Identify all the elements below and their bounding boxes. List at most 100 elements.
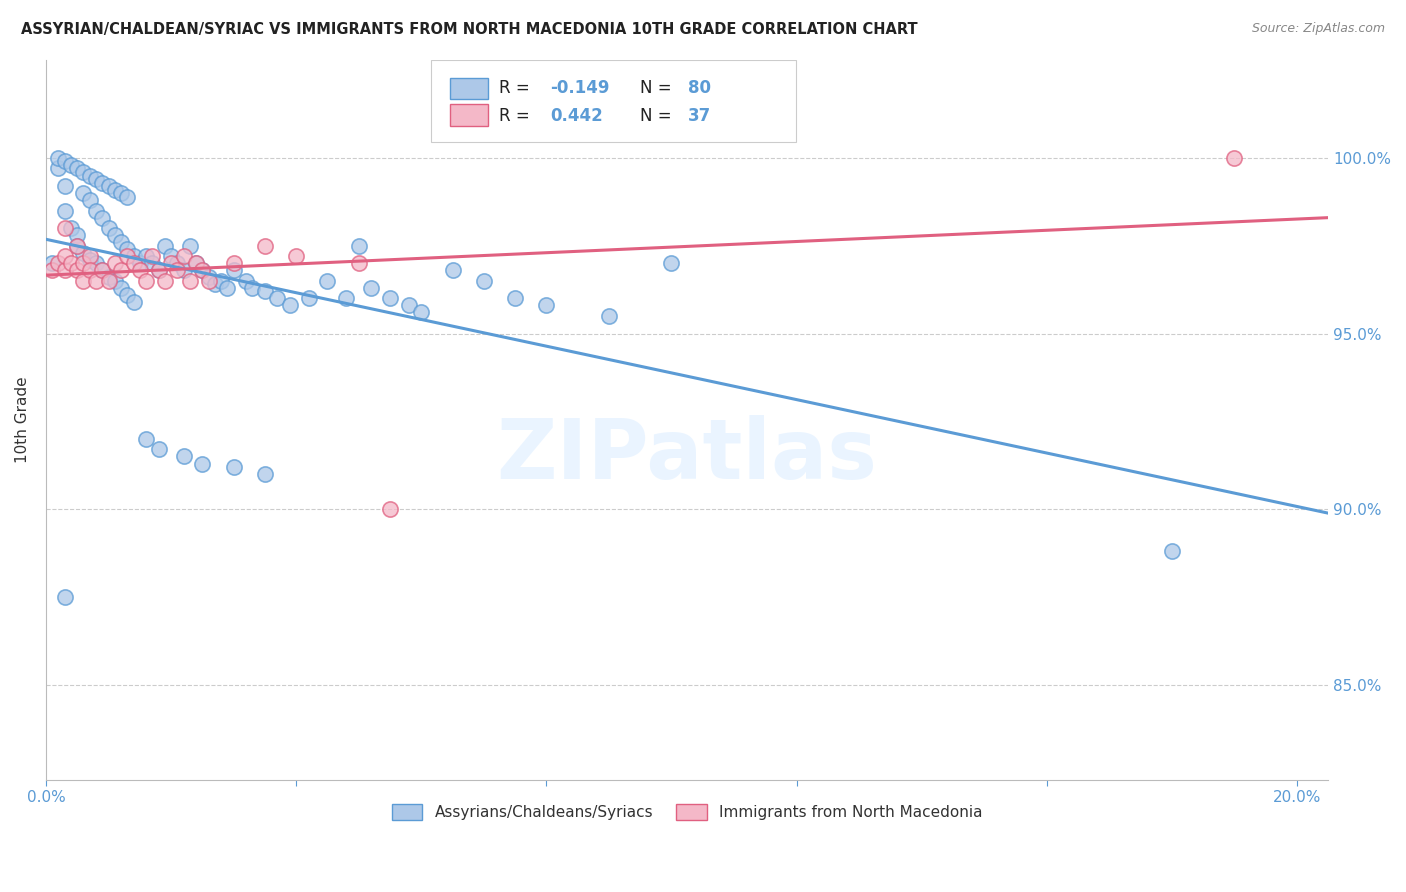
Point [598, 309, 620, 323]
Point [104, 274, 127, 288]
Point [166, 263, 188, 277]
Point [48, 151, 70, 165]
Point [160, 249, 183, 263]
Point [59, 221, 82, 235]
Legend: Assyrians/Chaldeans/Syriacs, Immigrants from North Macedonia: Assyrians/Chaldeans/Syriacs, Immigrants … [385, 797, 988, 826]
Point [347, 256, 370, 270]
Point [48, 161, 70, 176]
Y-axis label: 10th Grade: 10th Grade [15, 376, 30, 463]
Point [298, 292, 321, 306]
Point [117, 242, 139, 256]
Point [117, 189, 139, 203]
Point [97, 270, 120, 285]
Point [66, 239, 89, 253]
Point [398, 298, 420, 312]
FancyBboxPatch shape [450, 104, 488, 126]
Text: N =: N = [640, 79, 676, 97]
Point [347, 239, 370, 253]
Point [97, 179, 120, 194]
Text: R =: R = [499, 79, 534, 97]
Point [135, 249, 157, 263]
Point [91, 263, 114, 277]
Point [122, 256, 145, 270]
Point [253, 467, 276, 481]
Point [91, 263, 114, 277]
Point [141, 256, 163, 270]
Point [104, 256, 127, 270]
Point [48, 256, 70, 270]
Point [53, 203, 76, 218]
Point [66, 239, 89, 253]
Point [66, 161, 89, 176]
Point [135, 274, 157, 288]
Point [153, 274, 176, 288]
Point [84, 274, 107, 288]
Text: Source: ZipAtlas.com: Source: ZipAtlas.com [1251, 22, 1385, 36]
Point [173, 249, 195, 263]
Point [84, 172, 107, 186]
Text: 80: 80 [689, 79, 711, 97]
Point [191, 457, 214, 471]
Point [1223, 151, 1246, 165]
Point [197, 274, 219, 288]
Point [41, 263, 63, 277]
Point [91, 211, 114, 225]
Point [1160, 544, 1182, 558]
Point [72, 274, 94, 288]
Point [209, 274, 232, 288]
Point [104, 228, 127, 243]
Point [79, 169, 101, 183]
Point [128, 256, 150, 270]
Point [72, 186, 94, 200]
Point [179, 239, 201, 253]
Point [197, 270, 219, 285]
Point [97, 274, 120, 288]
Point [122, 295, 145, 310]
Point [503, 292, 526, 306]
Point [59, 256, 82, 270]
Point [378, 502, 401, 516]
Point [204, 277, 226, 292]
Point [53, 249, 76, 263]
Point [110, 281, 132, 295]
Text: N =: N = [640, 107, 676, 125]
Point [278, 298, 301, 312]
Point [148, 442, 170, 457]
Point [378, 292, 401, 306]
Point [110, 235, 132, 250]
Point [117, 288, 139, 302]
Point [122, 249, 145, 263]
Point [266, 292, 288, 306]
Point [148, 263, 170, 277]
Point [360, 281, 382, 295]
Point [141, 249, 163, 263]
Point [253, 239, 276, 253]
Point [166, 256, 188, 270]
Point [179, 274, 201, 288]
Point [79, 263, 101, 277]
Point [117, 249, 139, 263]
Point [160, 256, 183, 270]
Point [110, 186, 132, 200]
Point [148, 263, 170, 277]
Text: 0.442: 0.442 [550, 107, 603, 125]
Point [104, 183, 127, 197]
Point [335, 292, 357, 306]
Point [79, 249, 101, 263]
Point [153, 239, 176, 253]
Point [53, 263, 76, 277]
Point [217, 281, 239, 295]
Point [222, 460, 245, 475]
Point [411, 305, 433, 319]
Point [240, 281, 263, 295]
Point [53, 179, 76, 194]
Point [59, 158, 82, 172]
Text: ASSYRIAN/CHALDEAN/SYRIAC VS IMMIGRANTS FROM NORTH MACEDONIA 10TH GRADE CORRELATI: ASSYRIAN/CHALDEAN/SYRIAC VS IMMIGRANTS F… [21, 22, 918, 37]
Point [316, 274, 339, 288]
Point [53, 590, 76, 604]
Point [222, 256, 245, 270]
Point [536, 298, 558, 312]
Point [661, 256, 683, 270]
Point [79, 193, 101, 207]
FancyBboxPatch shape [450, 78, 488, 99]
